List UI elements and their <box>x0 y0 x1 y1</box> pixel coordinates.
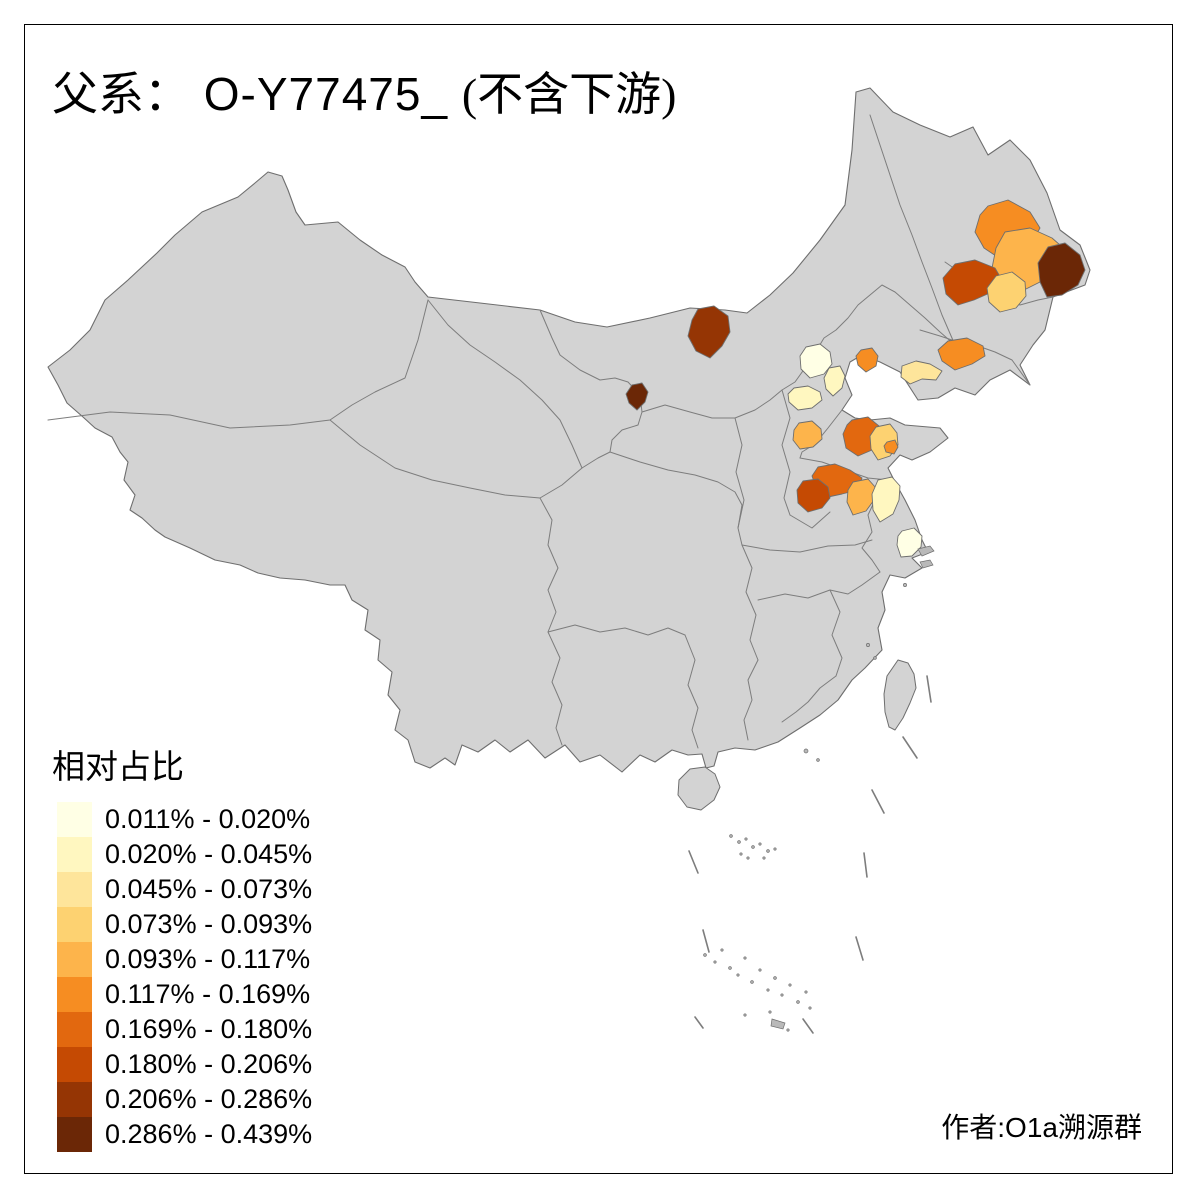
legend-label: 0.286% - 0.439% <box>105 1119 313 1149</box>
map-region <box>942 259 1003 306</box>
legend-label: 0.073% - 0.093% <box>105 909 313 939</box>
legend-swatch <box>57 872 92 907</box>
legend-row: 0.020% - 0.045% <box>57 837 312 872</box>
choropleth-regions <box>625 199 1086 558</box>
legend-row: 0.093% - 0.117% <box>57 942 312 977</box>
hainan-island <box>677 766 721 811</box>
legend-label: 0.011% - 0.020% <box>105 804 311 834</box>
title-haplogroup-code: O-Y77475_ <box>190 68 462 120</box>
map-region <box>1037 242 1086 298</box>
legend-swatch <box>57 1047 92 1082</box>
map-region <box>871 476 901 523</box>
legend-label: 0.117% - 0.169% <box>105 979 311 1009</box>
map-region <box>896 527 923 558</box>
legend-label: 0.180% - 0.206% <box>105 1049 313 1079</box>
map-region <box>625 382 649 411</box>
map-region <box>796 478 831 513</box>
coastal-islands <box>803 545 935 762</box>
legend-swatch <box>57 942 92 977</box>
legend-row: 0.286% - 0.439% <box>57 1117 312 1152</box>
legend-title: 相对占比 <box>52 750 184 786</box>
map-region <box>900 360 943 385</box>
legend-row: 0.180% - 0.206% <box>57 1047 312 1082</box>
map-region <box>855 347 879 373</box>
legend-label: 0.206% - 0.286% <box>105 1084 313 1114</box>
legend-label: 0.093% - 0.117% <box>105 944 311 974</box>
legend-row: 0.073% - 0.093% <box>57 907 312 942</box>
nine-dash-line <box>688 675 932 1034</box>
legend-swatch <box>57 1117 92 1152</box>
author-credit: 作者:O1a溯源群 <box>941 1112 1142 1143</box>
legend-swatch <box>57 1012 92 1047</box>
map-region <box>937 337 986 371</box>
legend-rows: 0.011% - 0.020% 0.020% - 0.045% 0.045% -… <box>57 802 312 1152</box>
map-region <box>792 420 823 450</box>
legend-row: 0.011% - 0.020% <box>57 802 312 837</box>
legend-swatch <box>57 907 92 942</box>
title-prefix: 父系： <box>52 69 190 120</box>
legend-row: 0.045% - 0.073% <box>57 872 312 907</box>
legend-swatch <box>57 802 92 837</box>
map-region <box>846 478 877 516</box>
plot-frame <box>24 24 1173 1174</box>
legend-swatch <box>57 837 92 872</box>
legend-swatch <box>57 977 92 1012</box>
legend-row: 0.206% - 0.286% <box>57 1082 312 1117</box>
map-region <box>883 439 899 455</box>
map-region <box>823 365 846 397</box>
map-region <box>687 305 731 359</box>
taiwan-island <box>883 659 917 731</box>
legend-row: 0.169% - 0.180% <box>57 1012 312 1047</box>
legend-label: 0.169% - 0.180% <box>105 1014 313 1044</box>
map-region <box>986 271 1027 313</box>
legend-swatch <box>57 1082 92 1117</box>
south-china-sea-islands <box>703 834 812 1032</box>
title-suffix: (不含下游) <box>461 69 677 120</box>
map-region <box>799 343 833 379</box>
map-region <box>787 385 823 411</box>
legend-label: 0.045% - 0.073% <box>105 874 313 904</box>
legend-row: 0.117% - 0.169% <box>57 977 312 1012</box>
legend-label: 0.020% - 0.045% <box>105 839 313 869</box>
page-title: 父系： O-Y77475_ (不含下游) <box>52 58 676 124</box>
legend: 相对占比 0.011% - 0.020% 0.020% - 0.045% 0.0… <box>52 740 312 1152</box>
